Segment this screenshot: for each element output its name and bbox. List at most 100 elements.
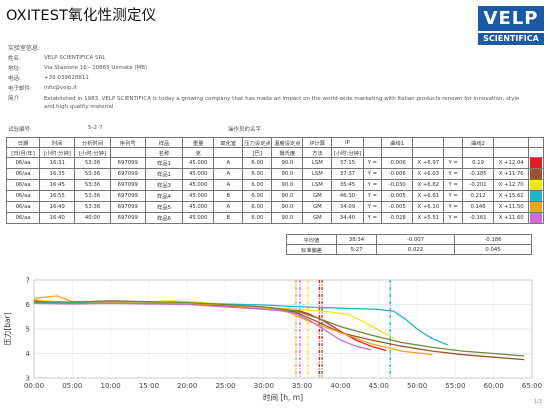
velp-logo: VELP SCIENTIFICA [478,6,544,46]
stats-cell-v1: 5:27 [336,244,377,255]
table-cell-time: 16:55 [39,190,76,202]
x-tick-label: 50:00 [407,382,427,390]
table-header-cell [109,147,146,158]
stats-cell-label: 标准偏差 [286,244,337,255]
table-header-cell: [小时:分钟] [39,147,76,158]
table-header-cell: 方法 [302,147,333,158]
table-cell-c2c: X +11.60 [493,212,530,224]
x-tick-label: 00:00 [24,382,44,390]
table-cell-c2c: X +12.70 [493,179,530,191]
lab-info-key: 地址: [8,66,21,72]
table-row: 06/aa 16:40 40:00 697099 样品6 45.000 B 6.00 90.0 G… [5,212,544,224]
table-cell-c2a: Y = [443,190,464,202]
table-header-cell [493,137,530,148]
stats-cell-v3: -0.186 [454,234,532,245]
table-cell-c1a: Y = [362,201,383,213]
table-cell-c1a: Y = [362,168,383,180]
table-cell-method: GM [302,212,333,224]
table-cell-analysis: 40:00 [74,212,111,224]
table-header-row: [日/月/年] [小时:分钟] [小时:分钟] 名称克 [巴] 摄氏度 方法 [小时:分钟] [5,147,544,158]
y-tick-label: 4 [26,350,31,358]
table-cell-weight: 45.000 [182,212,215,224]
table-cell-c1b: -0.030 [381,179,414,191]
table-cell-c2a: Y = [443,201,464,213]
x-tick-label: 25:00 [215,382,235,390]
lab-description-key: 简介 [8,96,20,102]
table-cell-serial: 697099 [109,201,146,213]
operator-name-key: 操作员的名字 [228,127,262,133]
series-color-swatch [528,179,544,191]
table-header-cell [412,137,445,148]
x-axis-label: 时间 [h, m] [263,392,303,402]
table-cell-date: 06/aa [5,212,41,224]
table-cell-time: 16:40 [39,212,76,224]
logo-top-text: VELP [478,6,544,31]
table-cell-ip: 34:09 [331,201,364,213]
table-cell-c2c: X +12.04 [493,157,530,169]
table-cell-sample: 样品1 [144,157,184,169]
table-cell-weight: 45.000 [182,201,215,213]
x-tick-label: 15:00 [139,382,159,390]
table-header-cell: 名称 [144,147,184,158]
table-cell-ip: 37:37 [331,168,364,180]
table-header-cell: 分析时间 [74,137,111,148]
table-cell-ip: 46:30 [331,190,364,202]
table-cell-weight: 45.000 [182,179,215,191]
series-line [33,301,448,346]
table-cell-temp: 90.0 [271,201,304,213]
table-cell-c1c: X +6.61 [412,190,445,202]
table-cell-date: 06/aa [5,190,41,202]
table-cell-c1a: Y = [362,157,383,169]
series-color-swatch [528,168,544,180]
results-table: 日期 时间 分析时间 序列号 样品 重量 氧化室 压力设定点 温度设定点 IP计算 IP 曲线1 曲线2… [5,137,544,224]
x-tick-label: 45:00 [369,382,389,390]
table-header-cell [493,147,530,158]
table-header-cell [528,147,544,158]
table-cell-c1b: -0.028 [381,212,414,224]
table-header-row: 日期 时间 分析时间 序列号 样品 重量 氧化室 压力设定点 温度设定点 IP计算 IP 曲线1 曲线2 [5,137,544,148]
page-number: 1/2 [534,399,543,405]
lab-info-title: 实验室信息: [8,45,41,52]
table-header-cell [443,137,464,148]
table-header-cell: 曲线2 [462,137,495,148]
table-row: 06/aa 16:31 53:36 697099 样品1 45.000 A 6.00 90.0 L… [5,157,544,169]
table-cell-c2b: -0.201 [462,179,495,191]
table-cell-chamber: A [213,157,244,169]
lab-description: 简介 Established in 1983, VELP SCIENTIFICA… [8,95,528,111]
table-cell-serial: 697099 [109,168,146,180]
table-cell-c1a: Y = [362,179,383,191]
series-line [33,302,372,351]
table-row: 06/aa 16:45 53:36 697099 样品3 45.000 A 6.00 90.0 L… [5,179,544,191]
table-cell-c2a: Y = [443,168,464,180]
table-row: 06/aa 16:35 53:36 697099 样品1 45.000 A 6.00 90.0 L… [5,168,544,180]
table-header-cell [362,137,383,148]
series-color-swatch-fill [530,213,542,223]
x-tick-label: 40:00 [330,382,350,390]
table-cell-c2b: 0.212 [462,190,495,202]
table-cell-c2c: X +15.62 [493,190,530,202]
y-tick-label: 6 [26,301,31,309]
table-cell-c2a: Y = [443,212,464,224]
table-cell-method: GM [302,190,333,202]
lab-info-row: 电子邮件: info@velp.it [8,83,528,93]
x-tick-label: 60:00 [484,382,504,390]
table-header-cell: IP计算 [302,137,333,148]
table-cell-c1b: -0.005 [381,201,414,213]
table-cell-analysis: 53:36 [74,179,111,191]
table-cell-serial: 697099 [109,179,146,191]
series-line [33,300,525,357]
table-header-cell: 克 [182,147,215,158]
lab-description-value: Established in 1983, VELP SCIENTIFICA is… [44,96,520,110]
lab-info-key: 姓名: [8,56,21,62]
table-cell-pressure: 6.00 [242,212,273,224]
series-color-swatch [528,201,544,213]
logo-bottom-text: SCIENTIFICA [478,33,544,45]
table-header-cell: 序列号 [109,137,146,148]
table-cell-c1c: X +6.97 [412,157,445,169]
table-header-cell: 样品 [144,137,184,148]
table-cell-c1b: -0.006 [381,157,414,169]
table-cell-sample: 样品4 [144,190,184,202]
table-cell-date: 06/aa [5,168,41,180]
table-cell-temp: 90.0 [271,168,304,180]
table-cell-time: 16:49 [39,201,76,213]
